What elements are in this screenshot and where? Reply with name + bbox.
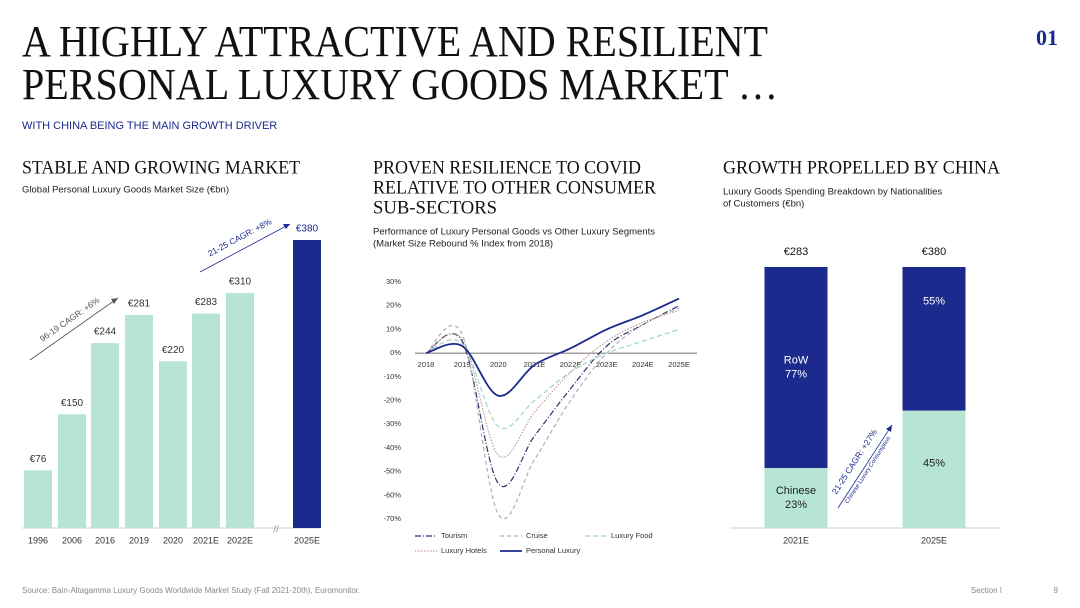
y-tick-label: -70% (383, 514, 401, 523)
y-tick-label: 20% (386, 301, 401, 310)
chart-subtitle: (Market Size Rebound % Index from 2018) (373, 239, 553, 250)
x-tick-label: 2025E (668, 360, 690, 369)
value-label: €380 (296, 224, 319, 235)
y-tick-label: -30% (383, 419, 401, 428)
bar (125, 315, 153, 528)
y-tick-label: -20% (383, 395, 401, 404)
chart-title: STABLE AND GROWING MARKET (22, 157, 300, 178)
bar (91, 343, 119, 528)
slide-title: PERSONAL LUXURY GOODS MARKET … (22, 60, 778, 109)
value-label: €281 (128, 299, 151, 310)
value-label: €150 (61, 398, 84, 409)
legend-label: Luxury Food (611, 531, 653, 540)
chart-subtitle: Performance of Luxury Personal Goods vs … (373, 227, 655, 238)
y-tick-label: -60% (383, 490, 401, 499)
x-tick-label: 2025E (294, 535, 320, 545)
segment-name: Chinese (776, 485, 816, 497)
x-tick-label: 2021E (193, 535, 219, 545)
y-tick-label: 10% (386, 324, 401, 333)
bar-segment (764, 467, 828, 528)
line-series (425, 309, 680, 458)
total-label: €380 (922, 246, 946, 258)
y-tick-label: 30% (386, 277, 401, 286)
arrowhead (886, 425, 892, 432)
line-series (425, 297, 680, 397)
bar (24, 470, 52, 528)
value-label: €283 (195, 297, 218, 308)
y-tick-label: 0% (390, 348, 401, 357)
x-tick-label: 2019 (129, 535, 149, 545)
segment-label: 45% (923, 457, 945, 469)
x-tick-label: 2020 (163, 535, 183, 545)
arrowhead (283, 224, 290, 229)
chart-title: RELATIVE TO OTHER CONSUMER (373, 177, 656, 198)
cagr-arrow (837, 424, 893, 509)
source: Source: Bain-Altagamma Luxury Goods Worl… (22, 586, 360, 595)
value-label: €76 (30, 454, 47, 465)
chart-subtitle: Luxury Goods Spending Breakdown by Natio… (723, 187, 942, 198)
bar-segment (902, 267, 966, 411)
segment-name: RoW (784, 354, 809, 366)
total-label: €283 (784, 246, 808, 258)
x-tick-label: 2023E (596, 360, 618, 369)
cagr-arrow (199, 223, 291, 273)
legend-label: Tourism (441, 531, 467, 540)
bar (293, 240, 321, 528)
x-tick-label: 2025E (921, 535, 947, 545)
x-tick-label: 1996 (28, 535, 48, 545)
legend-label: Cruise (526, 531, 548, 540)
bar-segment (902, 410, 966, 528)
cagr-arrow (29, 297, 119, 361)
line-series (425, 307, 680, 520)
legend-label: Luxury Hotels (441, 546, 487, 555)
arrowhead (111, 298, 118, 304)
segment-label: 55% (923, 296, 945, 308)
segment-label: 23% (785, 499, 807, 511)
x-tick-label: 2016 (95, 535, 115, 545)
value-label: €310 (229, 277, 252, 288)
section: Section I (971, 586, 1002, 595)
segment-label: 77% (785, 368, 807, 380)
axis-break: // (273, 525, 279, 536)
x-tick-label: 2006 (62, 535, 82, 545)
y-tick-label: -40% (383, 443, 401, 452)
chart-subtitle: Global Personal Luxury Goods Market Size… (22, 185, 229, 196)
x-tick-label: 2019 (454, 360, 471, 369)
bar-segment (764, 267, 828, 468)
x-tick-label: 2022E (560, 360, 582, 369)
value-label: €220 (162, 345, 185, 356)
x-tick-label: 2021E (783, 535, 809, 545)
bar (58, 414, 86, 528)
x-tick-label: 2024E (632, 360, 654, 369)
x-tick-label: 2018 (418, 360, 435, 369)
legend-label: Personal Luxury (526, 546, 580, 555)
x-tick-label: 2022E (227, 535, 253, 545)
bar (226, 293, 254, 528)
page-number: 01 (1036, 25, 1058, 50)
chart-title: PROVEN RESILIENCE TO COVID (373, 157, 641, 178)
chart-title: GROWTH PROPELLED BY CHINA (723, 157, 1000, 178)
slide-subtitle: WITH CHINA BEING THE MAIN GROWTH DRIVER (22, 120, 277, 132)
y-tick-label: -50% (383, 467, 401, 476)
bar (192, 313, 220, 528)
bar (159, 361, 187, 528)
chart-title: SUB-SECTORS (373, 197, 497, 218)
line-series (425, 305, 680, 487)
chart-subtitle: of Customers (€bn) (723, 199, 804, 210)
slide-title: A HIGHLY ATTRACTIVE AND RESILIENT (22, 17, 768, 66)
x-tick-label: 2020 (490, 360, 507, 369)
value-label: €244 (94, 327, 117, 338)
slide-number: 9 (1054, 586, 1059, 595)
y-tick-label: -10% (383, 372, 401, 381)
line-series (425, 328, 680, 430)
